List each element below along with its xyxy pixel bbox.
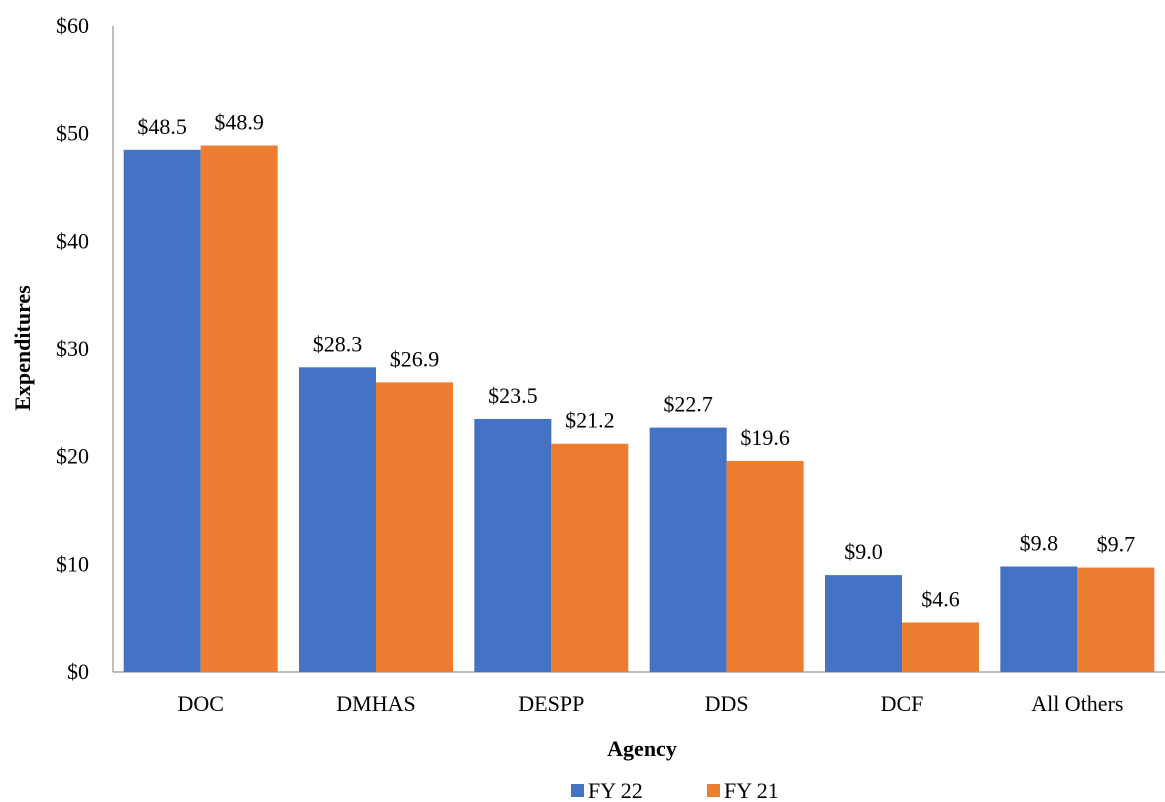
bar [649, 427, 727, 672]
bar [474, 418, 552, 672]
x-axis: DOC DMHAS DESPP DDS DCF All Others [113, 671, 1165, 716]
data-label: $19.6 [740, 425, 790, 450]
legend-swatch [571, 784, 584, 797]
data-label: $4.6 [921, 586, 960, 611]
data-label: $23.5 [488, 383, 538, 408]
bar [1077, 567, 1155, 672]
legend-label: FY 22 [588, 778, 643, 802]
y-tick-label: $40 [56, 228, 89, 253]
x-tick-label: DDS [705, 691, 749, 716]
data-label: $9.7 [1097, 532, 1136, 557]
y-tick-label: $10 [56, 551, 89, 576]
data-label: $21.2 [565, 408, 615, 433]
y-axis: $0 $10 $20 $30 $40 $50 $60 [56, 13, 114, 684]
bar [376, 382, 453, 672]
legend-swatch [707, 784, 720, 797]
y-tick-label: $30 [56, 336, 89, 361]
bar [902, 622, 979, 672]
y-tick-label: $50 [56, 121, 89, 146]
x-tick-label: DCF [881, 691, 924, 716]
x-tick-label: DMHAS [336, 691, 415, 716]
data-label: $9.0 [844, 539, 883, 564]
bars-group [123, 145, 1155, 673]
bar [299, 367, 376, 672]
bar [1000, 566, 1078, 672]
y-tick-label: $0 [67, 659, 89, 684]
data-label: $48.5 [137, 114, 187, 139]
data-label: $26.9 [390, 346, 440, 371]
y-tick-label: $20 [56, 444, 89, 469]
legend-label: FY 21 [724, 778, 779, 802]
x-tick-label: All Others [1031, 691, 1123, 716]
bar [123, 149, 201, 673]
y-tick-label: $60 [56, 13, 89, 38]
bar [825, 575, 902, 672]
bar [200, 145, 278, 672]
legend: FY 22 FY 21 [571, 778, 779, 802]
x-axis-title: Agency [607, 736, 677, 761]
data-label: $48.9 [214, 110, 264, 135]
data-label: $22.7 [663, 392, 713, 417]
x-tick-label: DOC [177, 691, 223, 716]
data-labels-group: $48.5 $48.9 $28.3 $26.9 $23.5 $21.2 $22.7 $19.6… [137, 110, 1135, 612]
x-tick-label: DESPP [518, 691, 584, 716]
data-label: $9.8 [1020, 530, 1059, 555]
data-label: $28.3 [313, 331, 363, 356]
bar [551, 443, 629, 672]
bar [726, 460, 804, 672]
y-axis-title: Expenditures [10, 285, 35, 411]
